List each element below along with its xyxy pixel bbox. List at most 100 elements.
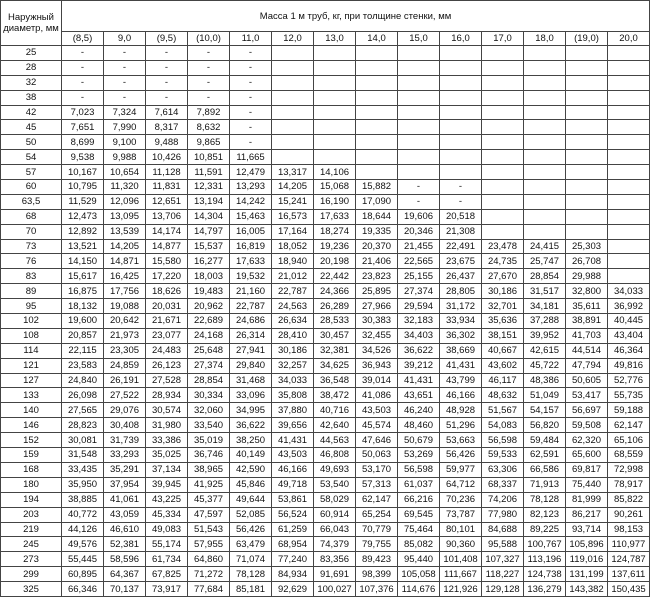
mass-cell: 24,563 (271, 298, 314, 315)
mass-cell: 26,191 (103, 372, 146, 389)
mass-cell: 19,600 (61, 313, 104, 329)
mass-cell: 40,716 (313, 402, 356, 419)
thickness-header: (9,5) (145, 31, 188, 46)
mass-cell: 41,086 (355, 387, 398, 404)
mass-cell: 38,891 (565, 313, 608, 329)
mass-cell (565, 208, 608, 225)
table-row: 194 38,885 41,061 43,225 45,377 49,644 53,861 5… (0, 491, 650, 508)
mass-cell: 30,574 (145, 402, 188, 419)
mass-cell (313, 104, 356, 121)
mass-cell: 28,823 (61, 417, 104, 434)
table-row: 273 55,445 58,596 61,734 64,860 71,074 77,240 8… (0, 551, 650, 568)
mass-cell: 35,611 (565, 298, 608, 315)
table-row: 102 19,600 20,642 21,671 22,689 24,686 26,634 2… (0, 313, 650, 329)
mass-cell: 34,181 (523, 298, 566, 315)
mass-cell: 66,346 (61, 581, 104, 597)
mass-cell: 83,356 (313, 551, 356, 568)
mass-cell (607, 104, 650, 121)
table-row: 25- - - - - (0, 45, 650, 61)
mass-cell: 57,955 (187, 536, 230, 553)
mass-cell: 32,381 (313, 342, 356, 359)
mass-cell: 8,632 (187, 119, 230, 136)
mass-cell (313, 45, 356, 61)
mass-cell: 26,314 (229, 327, 272, 344)
mass-cell (565, 89, 608, 106)
mass-cell: 46,166 (439, 387, 482, 404)
mass-cell: 85,822 (607, 491, 650, 508)
mass-cell: 40,772 (61, 506, 104, 523)
table-row: 50 8,699 9,100 9,488 9,865- (0, 134, 650, 151)
mass-cell: 12,479 (229, 164, 272, 181)
mass-cell: 28,934 (145, 387, 188, 404)
mass-cell (523, 149, 566, 166)
thickness-header: (8,5) (61, 31, 104, 46)
mass-cell (397, 89, 440, 106)
mass-cell (607, 89, 650, 106)
mass-cell: 78,128 (523, 491, 566, 508)
mass-cell: 35,019 (187, 432, 230, 449)
mass-cell: 17,220 (145, 268, 188, 285)
mass-cell: 64,712 (439, 476, 482, 493)
mass-cell: 47,597 (187, 506, 230, 523)
mass-cell: 34,033 (607, 283, 650, 300)
mass-cell: 34,033 (271, 372, 314, 389)
mass-cell: 42,590 (229, 461, 272, 478)
mass-cell: 46,117 (481, 372, 524, 389)
mass-cell: 30,457 (313, 327, 356, 344)
thickness-header: 11,0 (229, 31, 272, 46)
mass-cell: 20,031 (145, 298, 188, 315)
mass-cell (607, 74, 650, 91)
mass-cell: 27,670 (481, 268, 524, 285)
mass-cell (607, 223, 650, 240)
diameter-cell: 50 (0, 134, 62, 151)
mass-cell: 13,194 (187, 193, 230, 210)
mass-cell: 12,473 (61, 208, 104, 225)
mass-cell (313, 149, 356, 166)
mass-cell: 23,823 (355, 268, 398, 285)
mass-cell: 37,954 (103, 476, 146, 493)
mass-cell: 38,250 (229, 432, 272, 449)
mass-cell: 44,126 (61, 521, 104, 538)
mass-cell: 74,206 (481, 491, 524, 508)
mass-cell: 64,367 (103, 566, 146, 583)
mass-cell: 43,059 (103, 506, 146, 523)
mass-cell: 20,518 (439, 208, 482, 225)
mass-cell: 19,335 (355, 223, 398, 240)
mass-cell: 32,183 (397, 313, 440, 329)
mass-cell: 11,831 (145, 179, 188, 195)
mass-cell (523, 223, 566, 240)
mass-cell: 78,917 (607, 476, 650, 493)
table-row: 63,5 11,529 12,096 12,651 13,194 14,242 15,241… (0, 193, 650, 210)
mass-cell: 14,106 (313, 164, 356, 181)
mass-cell (271, 59, 314, 76)
mass-cell: 21,455 (397, 238, 440, 255)
mass-cell: 13,539 (103, 223, 146, 240)
mass-cell: 45,846 (229, 476, 272, 493)
mass-cell: - (103, 59, 146, 76)
mass-cell (607, 268, 650, 285)
mass-cell: 47,794 (565, 357, 608, 374)
mass-cell: - (61, 74, 104, 91)
mass-cell: 48,632 (481, 387, 524, 404)
diameter-cell: 152 (0, 432, 62, 449)
diameter-header: Наружный диаметр, мм (0, 0, 62, 46)
mass-cell: 24,366 (313, 283, 356, 300)
mass-cell (439, 149, 482, 166)
diameter-cell: 54 (0, 149, 62, 166)
diameter-cell: 273 (0, 551, 62, 568)
mass-cell: 89,423 (355, 551, 398, 568)
mass-cell: 14,797 (187, 223, 230, 240)
mass-cell (397, 74, 440, 91)
thickness-header: 9,0 (103, 31, 146, 46)
thickness-header: 13,0 (313, 31, 356, 46)
mass-cell: 16,425 (103, 268, 146, 285)
mass-cell: 68,954 (271, 536, 314, 553)
table-row: 42 7,023 7,324 7,614 7,892- (0, 104, 650, 121)
mass-cell: 89,225 (523, 521, 566, 538)
mass-cell: 32,800 (565, 283, 608, 300)
mass-cell (313, 89, 356, 106)
mass-cell: 51,049 (523, 387, 566, 404)
mass-cell (313, 74, 356, 91)
diameter-cell: 121 (0, 357, 62, 374)
